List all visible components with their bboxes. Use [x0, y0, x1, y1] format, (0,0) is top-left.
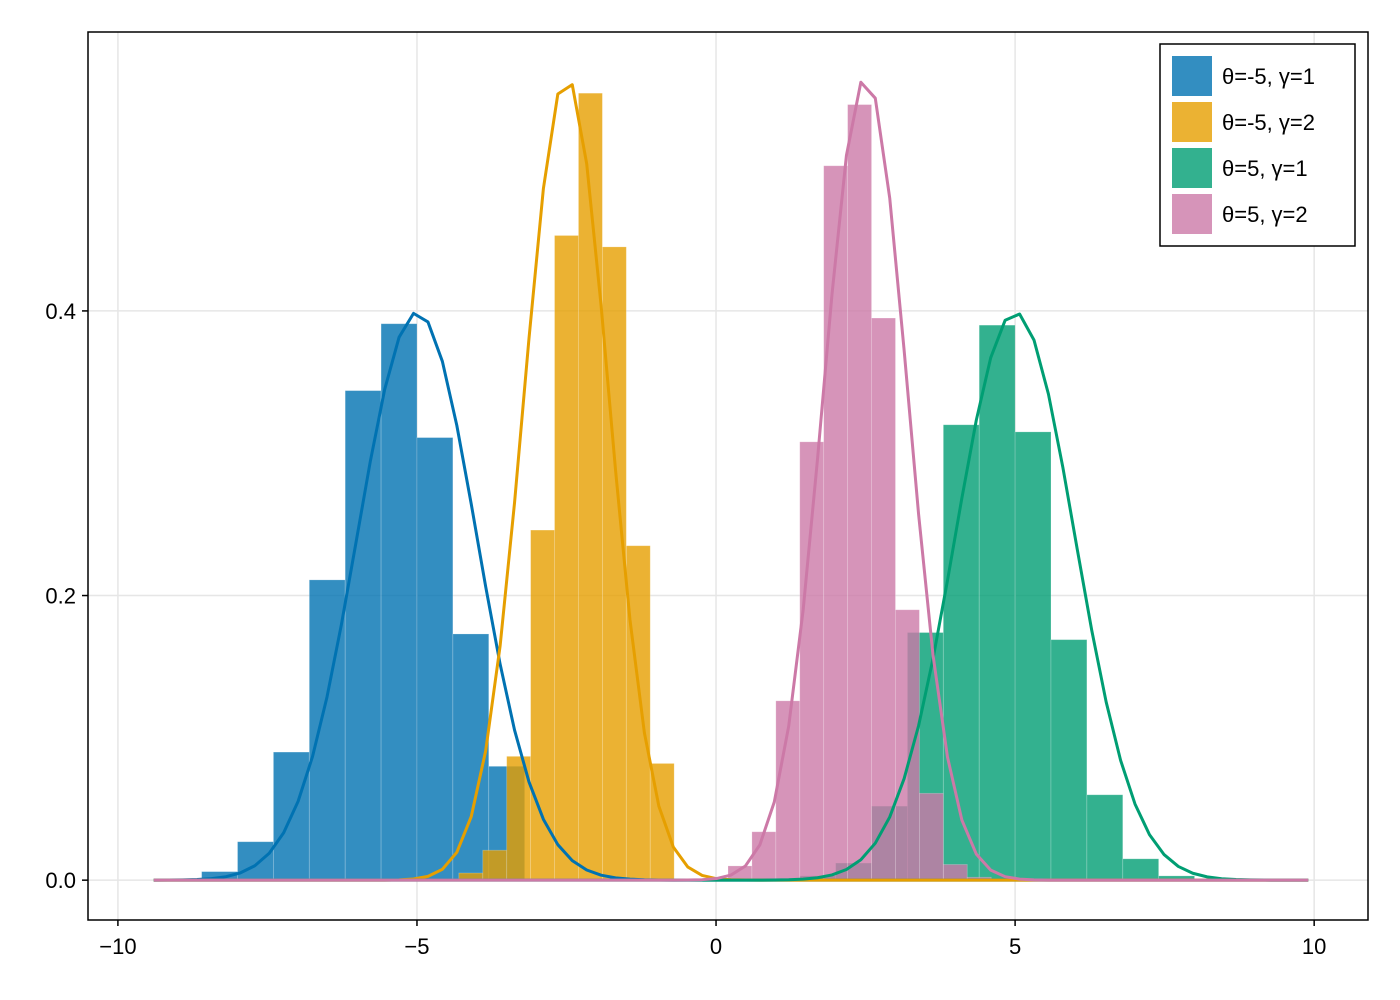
legend-swatch — [1172, 102, 1212, 142]
legend-label: θ=5, γ=1 — [1222, 156, 1308, 181]
histogram-bar — [1050, 639, 1088, 881]
series-bars-1 — [201, 323, 526, 881]
histogram-bar — [978, 324, 1016, 881]
histogram-bar — [452, 633, 490, 881]
x-tick-label: −5 — [404, 934, 429, 959]
histogram-bar — [751, 831, 777, 881]
x-tick-label: 5 — [1009, 934, 1021, 959]
legend-swatch — [1172, 148, 1212, 188]
legend-swatch — [1172, 194, 1212, 234]
plot-area — [153, 80, 1309, 882]
y-tick-label: 0.0 — [45, 868, 76, 893]
histogram-bar — [895, 609, 920, 881]
x-tick-label: −10 — [99, 934, 136, 959]
x-axis-ticks: −10 −5 0 5 10 — [99, 920, 1326, 959]
density-curves — [153, 80, 1309, 882]
histogram-bar — [482, 849, 508, 881]
histogram-bar — [942, 864, 968, 881]
histogram-bar — [416, 437, 454, 881]
histogram-bar — [847, 104, 872, 881]
histogram-bar — [625, 545, 651, 881]
histogram-bar — [871, 317, 896, 881]
density-curve-4 — [153, 80, 1309, 882]
histogram-bar — [530, 529, 555, 881]
histogram-bar — [380, 323, 418, 881]
histogram-bar — [344, 390, 382, 881]
histogram-bars — [201, 92, 1195, 881]
histogram-bar — [1014, 431, 1052, 881]
series-bars-2 — [458, 92, 675, 881]
legend-label: θ=5, γ=2 — [1222, 202, 1308, 227]
y-tick-label: 0.2 — [45, 584, 76, 609]
x-tick-label: 10 — [1302, 934, 1326, 959]
x-tick-label: 0 — [710, 934, 722, 959]
legend-label: θ=-5, γ=1 — [1222, 64, 1315, 89]
legend: θ=-5, γ=1 θ=-5, γ=2 θ=5, γ=1 θ=5, γ=2 — [1159, 43, 1356, 247]
legend-label: θ=-5, γ=2 — [1222, 110, 1315, 135]
histogram-bar — [1086, 794, 1124, 881]
histogram-bar — [601, 246, 627, 881]
series-bars-4 — [727, 104, 992, 881]
histogram-bar — [237, 841, 274, 881]
histogram-bar — [1122, 858, 1160, 881]
y-tick-label: 0.4 — [45, 299, 76, 324]
plot-frame — [87, 31, 1369, 921]
y-axis-ticks: 0.0 0.2 0.4 — [45, 299, 88, 893]
legend-swatch — [1172, 56, 1212, 96]
histogram-bar — [554, 235, 579, 881]
histogram-bar — [919, 792, 944, 881]
